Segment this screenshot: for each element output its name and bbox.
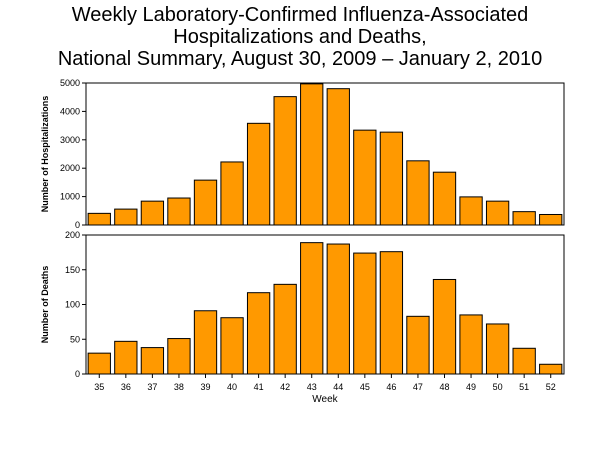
deaths-bar-week-41 <box>246 292 271 375</box>
hosp-plot-frame <box>85 82 565 226</box>
deaths-bar-week-45 <box>353 252 377 375</box>
deaths-bar-week-49 <box>459 314 483 375</box>
chart-title: Weekly Laboratory-Confirmed Influenza-As… <box>0 4 600 70</box>
deaths-bar-week-37 <box>140 347 165 375</box>
title-line-1: Weekly Laboratory-Confirmed Influenza-As… <box>71 4 529 26</box>
xtick-label-week-50: 50 <box>493 382 503 392</box>
xtick-label-week-48: 48 <box>439 382 449 392</box>
xtick-label-week-44: 44 <box>333 382 343 392</box>
hosp-ytick-label: 0 <box>75 220 80 230</box>
hosp-bar-week-38 <box>167 197 191 226</box>
xtick-label-week-42: 42 <box>280 382 290 392</box>
hosp-bar-week-46 <box>379 131 404 226</box>
hosp-bar-week-44 <box>326 88 350 226</box>
xtick-label-week-52: 52 <box>546 382 556 392</box>
hosp-ylabel: Number of Hospitalizations <box>40 96 50 213</box>
deaths-bar-week-52 <box>539 363 563 375</box>
title-line-2: Hospitalizations and Deaths, <box>173 26 427 48</box>
xtick-label-week-49: 49 <box>466 382 476 392</box>
hosp-bar-week-49 <box>459 196 483 226</box>
deaths-bar-week-48 <box>432 278 457 375</box>
deaths-bar-week-38 <box>167 338 191 375</box>
title-line-3: National Summary, August 30, 2009 – Janu… <box>57 48 543 70</box>
xtick-label-week-39: 39 <box>200 382 210 392</box>
hosp-ytick-label: 5000 <box>60 78 80 88</box>
xtick-label-week-41: 41 <box>254 382 264 392</box>
x-axis-label: Week <box>312 394 338 405</box>
hosp-bar-week-39 <box>193 179 218 226</box>
hosp-bar-week-40 <box>220 161 244 226</box>
deaths-bar-week-47 <box>406 315 430 375</box>
hosp-ytick-label: 1000 <box>60 192 80 202</box>
hosp-bar-week-50 <box>485 200 510 226</box>
xtick-label-week-47: 47 <box>413 382 423 392</box>
hosp-bar-week-42 <box>273 96 297 226</box>
xtick-label-week-46: 46 <box>386 382 396 392</box>
hosp-bar-week-51 <box>512 211 536 226</box>
deaths-bar-week-44 <box>326 243 350 375</box>
deaths-ytick-label: 150 <box>65 265 80 275</box>
hosp-ytick-label: 2000 <box>60 163 80 173</box>
xtick-label-week-45: 45 <box>360 382 370 392</box>
deaths-bar-week-46 <box>379 251 404 375</box>
hosp-bar-week-36 <box>114 208 138 226</box>
deaths-bar-week-43 <box>300 242 324 375</box>
hosp-ytick-label: 3000 <box>60 135 80 145</box>
hosp-bar-week-47 <box>406 160 430 226</box>
deaths-bar-week-50 <box>485 323 510 375</box>
deaths-ylabel: Number of Deaths <box>40 266 50 344</box>
xtick-label-week-43: 43 <box>307 382 317 392</box>
deaths-panel: 0 50 100 150 200 Number of Deaths 35 36 37 38 39 40… <box>40 230 565 405</box>
hosp-bar-week-45 <box>353 129 377 226</box>
deaths-bar-week-42 <box>273 283 297 375</box>
hosp-bar-week-52 <box>539 213 563 226</box>
deaths-bar-week-51 <box>512 347 536 375</box>
deaths-plot-frame <box>85 234 565 375</box>
deaths-ytick-label: 50 <box>70 334 80 344</box>
xtick-label-week-51: 51 <box>519 382 529 392</box>
hosp-ytick-label: 4000 <box>60 106 80 116</box>
xtick-label-week-35: 35 <box>94 382 104 392</box>
deaths-ytick-label: 0 <box>75 369 80 379</box>
deaths-ytick-label: 100 <box>65 300 80 310</box>
deaths-bar-week-35 <box>87 352 111 375</box>
xtick-label-week-37: 37 <box>147 382 157 392</box>
hosp-bar-week-35 <box>87 212 111 226</box>
xtick-label-week-40: 40 <box>227 382 237 392</box>
xtick-label-week-36: 36 <box>121 382 131 392</box>
hospitalizations-panel: 0 1000 2000 3000 4000 5000 Number of Hospitali… <box>40 78 565 230</box>
deaths-bar-week-36 <box>114 340 138 375</box>
deaths-bar-week-39 <box>193 310 218 375</box>
deaths-bar-week-40 <box>220 317 244 375</box>
xtick-label-week-38: 38 <box>174 382 184 392</box>
hosp-bar-week-41 <box>246 122 271 226</box>
deaths-ytick-label: 200 <box>65 230 80 240</box>
hosp-bar-week-43 <box>300 83 324 226</box>
hosp-bar-week-37 <box>140 200 165 226</box>
hosp-bar-week-48 <box>432 171 457 226</box>
